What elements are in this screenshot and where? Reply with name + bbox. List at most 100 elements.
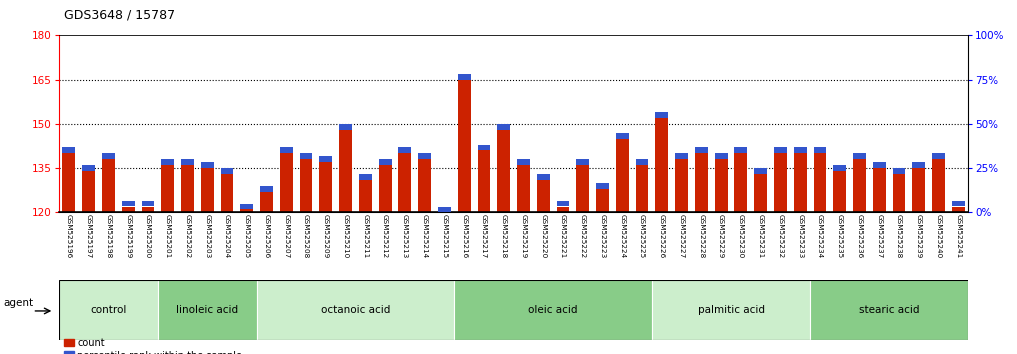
Text: GSM525222: GSM525222 [580, 215, 586, 259]
Bar [62, 148, 75, 153]
Bar [755, 168, 767, 174]
Bar [141, 201, 155, 206]
Bar [359, 180, 372, 212]
Text: GSM525215: GSM525215 [441, 215, 447, 259]
Bar [517, 159, 530, 165]
Bar [280, 148, 293, 153]
Bar [616, 133, 629, 139]
Bar [933, 153, 945, 159]
Bar [438, 206, 451, 212]
Bar [833, 171, 846, 212]
Bar [636, 159, 649, 165]
Bar [933, 159, 945, 212]
Bar [319, 162, 333, 212]
Bar [774, 148, 787, 153]
Bar [280, 153, 293, 212]
Bar [221, 168, 234, 174]
Bar [62, 153, 75, 212]
Bar [811, 280, 968, 340]
Text: GSM525213: GSM525213 [402, 215, 408, 259]
Bar [537, 180, 549, 212]
Text: GSM525230: GSM525230 [738, 215, 743, 259]
Bar [814, 148, 827, 153]
Text: agent: agent [3, 297, 34, 308]
Bar [181, 159, 194, 165]
Bar [655, 112, 668, 118]
Text: GSM525218: GSM525218 [500, 215, 506, 259]
Text: GSM525216: GSM525216 [461, 215, 467, 259]
Bar [675, 159, 689, 212]
Bar [616, 139, 629, 212]
Text: GSM525234: GSM525234 [817, 215, 823, 259]
Text: GSM525212: GSM525212 [382, 215, 388, 259]
Bar [102, 153, 115, 159]
Text: GSM525207: GSM525207 [284, 215, 289, 259]
Bar [458, 80, 471, 212]
Bar [82, 171, 95, 212]
Bar [734, 153, 747, 212]
Bar [833, 165, 846, 171]
Bar [793, 148, 806, 153]
Bar [577, 165, 589, 212]
Bar [893, 174, 905, 212]
Text: GSM525225: GSM525225 [639, 215, 645, 259]
Bar [952, 206, 965, 212]
Bar [636, 165, 649, 212]
Bar [695, 153, 708, 212]
Bar [873, 162, 886, 168]
Text: GSM525228: GSM525228 [699, 215, 705, 259]
Bar [260, 192, 273, 212]
Bar [455, 280, 652, 340]
Text: GSM525223: GSM525223 [600, 215, 605, 259]
Bar [339, 130, 352, 212]
Legend: count, percentile rank within the sample: count, percentile rank within the sample [64, 338, 242, 354]
Bar [158, 280, 256, 340]
Text: GSM525200: GSM525200 [145, 215, 151, 259]
Text: linoleic acid: linoleic acid [176, 305, 238, 315]
Text: GSM525229: GSM525229 [718, 215, 724, 259]
Bar [853, 159, 865, 212]
Text: GSM525201: GSM525201 [165, 215, 171, 259]
Text: GSM525204: GSM525204 [224, 215, 230, 259]
Bar [893, 168, 905, 174]
Text: GSM525199: GSM525199 [125, 215, 131, 259]
Text: GSM525241: GSM525241 [955, 215, 961, 259]
Text: GSM525233: GSM525233 [797, 215, 803, 259]
Bar [181, 165, 194, 212]
Text: GSM525203: GSM525203 [204, 215, 211, 259]
Text: GSM525240: GSM525240 [936, 215, 942, 259]
Text: GSM525210: GSM525210 [343, 215, 349, 259]
Bar [240, 204, 253, 210]
Bar [418, 159, 431, 212]
Text: GSM525219: GSM525219 [521, 215, 527, 259]
Bar [715, 153, 727, 159]
Text: GSM525237: GSM525237 [877, 215, 882, 259]
Text: stearic acid: stearic acid [859, 305, 919, 315]
Text: GSM525202: GSM525202 [184, 215, 190, 259]
Bar [82, 165, 95, 171]
Bar [319, 156, 333, 162]
Text: GSM525224: GSM525224 [619, 215, 625, 259]
Bar [596, 189, 609, 212]
Bar [478, 150, 490, 212]
Bar [755, 174, 767, 212]
Bar [478, 144, 490, 150]
Bar [122, 206, 134, 212]
Text: GSM525208: GSM525208 [303, 215, 309, 259]
Text: GSM525226: GSM525226 [659, 215, 665, 259]
Bar [300, 159, 312, 212]
Bar [458, 74, 471, 80]
Bar [418, 153, 431, 159]
Bar [853, 153, 865, 159]
Bar [221, 174, 234, 212]
Text: GSM525239: GSM525239 [915, 215, 921, 259]
Bar [497, 124, 511, 130]
Text: GSM525238: GSM525238 [896, 215, 902, 259]
Bar [912, 168, 925, 212]
Bar [59, 280, 158, 340]
Bar [814, 153, 827, 212]
Bar [596, 183, 609, 189]
Bar [556, 206, 570, 212]
Text: GSM525221: GSM525221 [560, 215, 566, 259]
Bar [339, 124, 352, 130]
